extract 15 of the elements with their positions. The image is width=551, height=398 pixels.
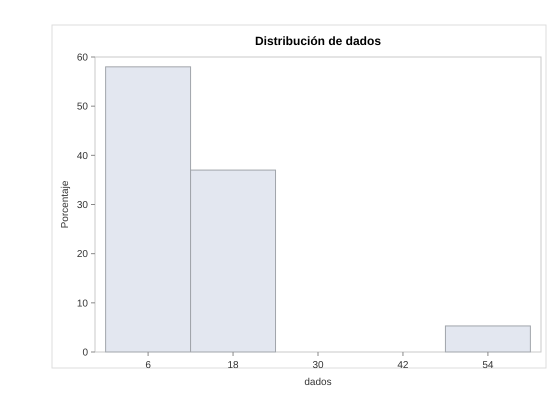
y-tick-label: 20: [76, 249, 88, 260]
chart-title: Distribución de dados: [254, 34, 382, 48]
y-axis-title: Porcentaje: [60, 180, 71, 228]
x-tick-label: 54: [482, 360, 494, 371]
x-tick-label: 6: [145, 360, 152, 371]
y-tick-label: 50: [76, 102, 88, 113]
y-tick-label: 10: [76, 298, 88, 310]
y-tick-label: 60: [76, 52, 88, 64]
y-tick-label: 0: [82, 348, 88, 358]
y-tick-label: 30: [76, 200, 88, 211]
y-tick-label: 40: [76, 150, 88, 162]
x-tick-label: 42: [397, 360, 409, 371]
x-tick-label: 18: [227, 360, 240, 371]
x-axis-title: dados: [304, 377, 332, 388]
x-tick-label: 30: [312, 360, 324, 371]
